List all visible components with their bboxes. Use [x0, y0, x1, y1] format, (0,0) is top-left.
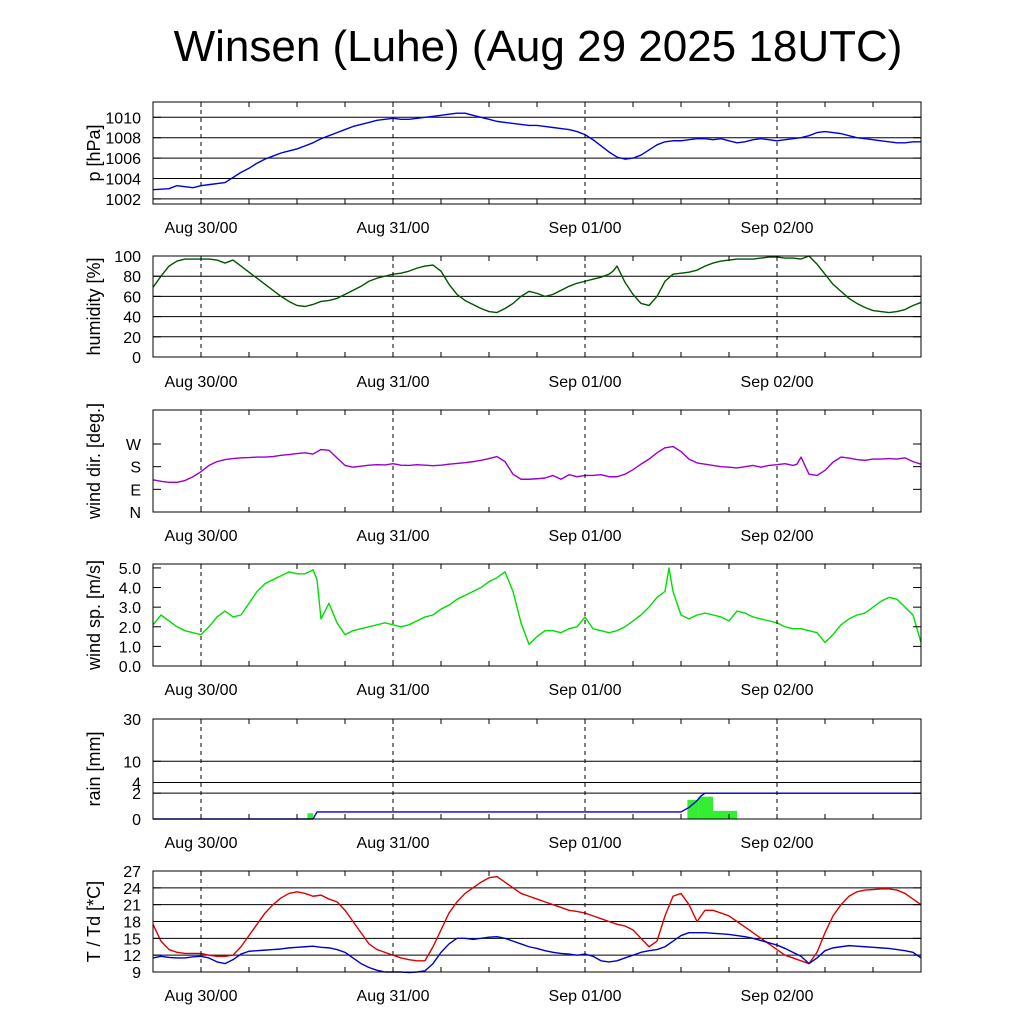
wind_speed-line	[152, 567, 922, 646]
y-axis-label: T / Td [*C]	[84, 881, 104, 962]
y-tick-label: 1.0	[119, 639, 141, 656]
y-tick-label: 3.0	[119, 600, 141, 617]
pressure-line	[152, 112, 921, 191]
y-tick-label: 80	[123, 269, 141, 286]
x-tick-label: Aug 30/00	[165, 528, 238, 545]
y-tick-label: 10	[123, 754, 141, 771]
y-tick-label: 12	[123, 948, 141, 965]
x-tick-label: Sep 02/00	[741, 682, 814, 699]
y-tick-label: 4	[132, 775, 141, 792]
plot-frame	[152, 870, 922, 973]
x-tick-label: Sep 01/00	[549, 528, 622, 545]
y-tick-label: 30	[123, 712, 141, 729]
x-tick-label: Sep 01/00	[549, 835, 622, 852]
y-tick-label: 4.0	[119, 581, 141, 598]
y-tick-label: 0	[132, 350, 141, 367]
y-tick-label: 1010	[105, 110, 141, 127]
panel-1: 0 20 40 60 80 100 Aug 30/00 Aug 31/00 Sep 01/00 S…	[84, 249, 922, 391]
rain-bar	[698, 796, 713, 819]
x-tick-label: Aug 30/00	[165, 374, 238, 391]
y-axis-label: rain [mm]	[84, 731, 104, 806]
x-tick-label: Sep 01/00	[549, 220, 622, 237]
x-tick-label: Sep 02/00	[741, 988, 814, 1005]
y-tick-label: 5.0	[119, 561, 141, 578]
y-tick-label: 27	[123, 864, 141, 881]
y-tick-label: 1002	[105, 192, 141, 209]
plot-frame	[152, 563, 922, 667]
x-tick-label: Aug 31/00	[357, 374, 430, 391]
plot-frame	[152, 255, 922, 358]
y-tick-label: 20	[123, 330, 141, 347]
y-tick-label: S	[130, 460, 141, 477]
x-tick-label: Aug 31/00	[357, 835, 430, 852]
x-tick-label: Aug 31/00	[357, 528, 430, 545]
x-tick-label: Sep 01/00	[549, 374, 622, 391]
y-tick-label: N	[129, 505, 141, 522]
y-tick-label: 15	[123, 931, 141, 948]
x-tick-label: Sep 01/00	[549, 682, 622, 699]
wind_dir-line	[152, 445, 922, 483]
x-tick-label: Aug 30/00	[165, 835, 238, 852]
panel-0: 1002 1004 1006 1008 1010 Aug 30/00 Aug 31/00 Se…	[84, 101, 922, 237]
x-tick-label: Aug 30/00	[165, 682, 238, 699]
rain_total-line	[153, 792, 921, 820]
y-tick-label: 2.0	[119, 620, 141, 637]
x-tick-label: Sep 02/00	[741, 528, 814, 545]
y-tick-label: 1006	[105, 151, 141, 168]
chart-title: Winsen (Luhe) (Aug 29 2025 18UTC)	[173, 22, 903, 71]
y-tick-label: 21	[123, 898, 141, 915]
x-tick-label: Sep 02/00	[741, 374, 814, 391]
y-axis-label: p [hPa]	[84, 124, 104, 181]
y-axis-label: humidity [%]	[84, 257, 104, 355]
rain-bar	[307, 813, 313, 819]
panel-3: 0.0 1.0 2.0 3.0 4.0 5.0 Aug 30/00 Aug 31/00 Sep …	[84, 560, 922, 699]
plot-frame	[152, 409, 922, 513]
y-tick-label: W	[126, 437, 142, 454]
rain-bar	[713, 810, 737, 819]
x-tick-label: Sep 02/00	[741, 220, 814, 237]
y-tick-label: 40	[123, 310, 141, 327]
y-tick-label: 0.0	[119, 659, 141, 676]
y-tick-label: 18	[123, 915, 141, 932]
dewpoint-line	[152, 932, 922, 974]
x-tick-label: Aug 31/00	[357, 682, 430, 699]
y-tick-label: 9	[132, 965, 141, 982]
x-tick-label: Aug 31/00	[357, 220, 430, 237]
y-tick-label: 100	[114, 249, 141, 266]
y-axis-label: wind sp. [m/s]	[84, 560, 104, 671]
plot-frame	[152, 101, 922, 205]
y-tick-label: 0	[132, 812, 141, 829]
rain-bar	[687, 799, 699, 819]
panel-4: 0 24 10 30 Aug 30/00 Aug 31/00 Sep 01/00 Sep 02…	[84, 712, 922, 852]
y-tick-label: 1004	[105, 172, 141, 189]
x-tick-label: Sep 01/00	[549, 988, 622, 1005]
y-axis-label: wind dir. [deg.]	[84, 403, 104, 520]
x-tick-label: Aug 30/00	[165, 220, 238, 237]
humidity-line	[152, 255, 922, 314]
x-tick-label: Aug 30/00	[165, 988, 238, 1005]
y-tick-label: 2	[132, 786, 141, 803]
y-tick-label: 60	[123, 289, 141, 306]
x-tick-label: Sep 02/00	[741, 835, 814, 852]
y-tick-label: E	[130, 482, 141, 499]
y-tick-label: 24	[123, 881, 141, 898]
temperature-line	[152, 875, 922, 965]
y-tick-label: 1008	[105, 131, 141, 148]
x-tick-label: Aug 31/00	[357, 988, 430, 1005]
plot-frame	[152, 718, 922, 820]
